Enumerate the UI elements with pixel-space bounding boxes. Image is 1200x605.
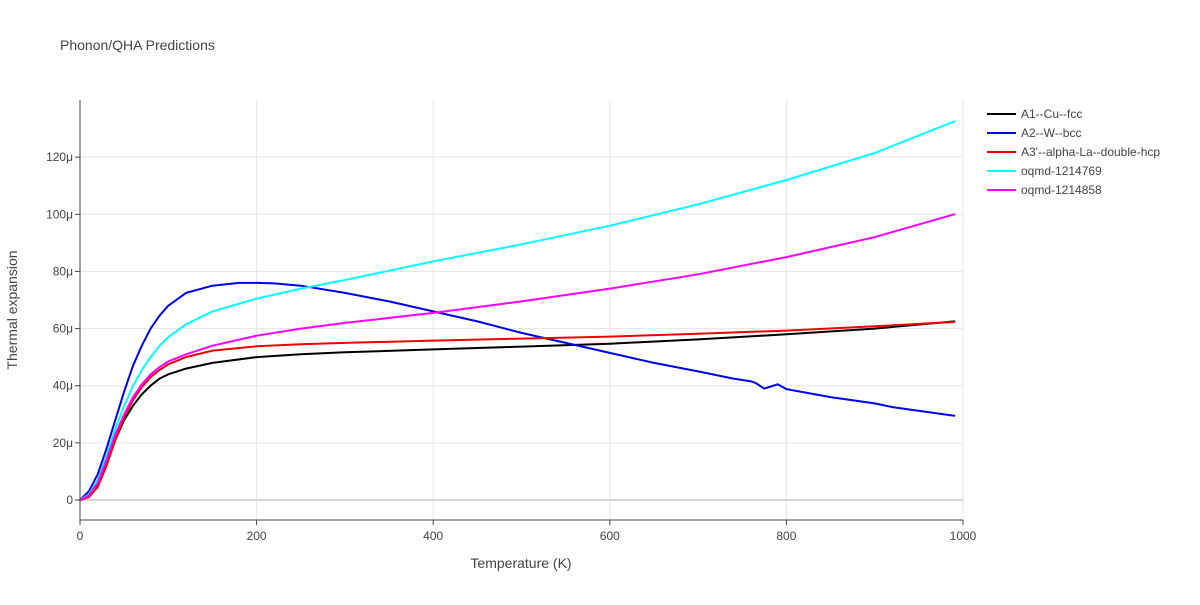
x-tick-label: 600 <box>600 529 620 543</box>
legend-item[interactable]: oqmd-1214858 <box>987 183 1102 197</box>
x-tick-label: 400 <box>423 529 443 543</box>
x-tick-label: 0 <box>77 529 84 543</box>
series-line-a3-alpha-la-double-hcp <box>79 321 956 501</box>
y-tick-label: 80μ <box>53 264 73 278</box>
y-tick-label: 100μ <box>46 207 73 221</box>
legend-item[interactable]: oqmd-1214769 <box>987 164 1102 178</box>
legend-label: oqmd-1214769 <box>1021 164 1102 178</box>
y-tick-label: 20μ <box>53 436 73 450</box>
chart-title: Phonon/QHA Predictions <box>60 37 215 53</box>
y-tick-label: 0 <box>66 493 73 507</box>
legend-label: A1--Cu--fcc <box>1021 107 1082 121</box>
axes-layer: 0 200 400 600 800 1000 0 20μ 40μ 60μ 80μ 100μ 120μ <box>46 100 977 543</box>
legend-label: A3'--alpha-La--double-hcp <box>1021 145 1160 159</box>
x-tick-label: 200 <box>247 529 267 543</box>
y-tick-label: 60μ <box>53 322 73 336</box>
y-tick-label: 40μ <box>53 379 73 393</box>
legend-item[interactable]: A2--W--bcc <box>987 126 1081 140</box>
x-tick-label: 800 <box>776 529 796 543</box>
legend: A1--Cu--fcc A2--W--bcc A3'--alpha-La--doub… <box>987 107 1160 197</box>
series-layer <box>79 120 956 501</box>
grid-layer <box>80 100 964 520</box>
x-tick-label: 1000 <box>950 529 977 543</box>
series-line-a2-w-bcc <box>79 281 956 501</box>
y-tick-label: 120μ <box>46 150 73 164</box>
x-axis-title: Temperature (K) <box>470 555 571 571</box>
series-line-oqmd-1214769 <box>79 120 956 501</box>
legend-label: A2--W--bcc <box>1021 126 1081 140</box>
series-line-a1-cu-fcc <box>79 320 956 501</box>
y-axis-title: Thermal expansion <box>4 250 20 369</box>
legend-label: oqmd-1214858 <box>1021 183 1102 197</box>
series-line-oqmd-1214858 <box>79 213 956 501</box>
legend-item[interactable]: A1--Cu--fcc <box>987 107 1082 121</box>
legend-item[interactable]: A3'--alpha-La--double-hcp <box>987 145 1160 159</box>
